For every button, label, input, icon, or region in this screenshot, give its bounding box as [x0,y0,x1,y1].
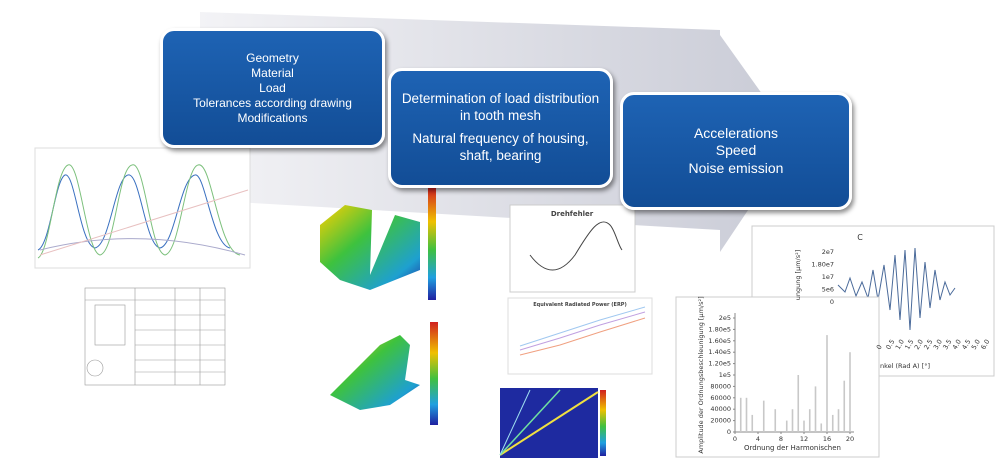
y-tick-label: 40000 [710,405,731,413]
process-box: Geometry Material Load Tolerances according… [160,28,385,148]
data-table-image [84,287,226,386]
bar [774,409,777,432]
bar [739,397,742,432]
box-text: Geometry [246,50,299,65]
bar [791,409,794,432]
box-text: Accelerations [693,124,779,141]
x-tick-label: 16 [823,435,831,443]
y-tick-label: 1e7 [822,273,834,281]
y-axis-label: ungung [µm/s²] [794,250,802,301]
x-axis-label: Ordnung der Harmonischen [744,444,841,452]
chart-title: Equivalent Radiated Power (ERP) [533,302,627,308]
bar [826,335,828,432]
y-tick-label: 1.20e5 [708,360,731,368]
bar [797,375,800,432]
bar [745,397,748,432]
box-text: Tolerances according drawing [193,95,352,110]
x-axis-label: nkel (Rad A) [°] [880,362,930,370]
box-text: Natural frequency of housing, shaft, bea… [412,131,589,163]
surface-plot-top [320,188,436,300]
y-tick-label: 80000 [710,382,731,390]
process-box: Determination of load distribution in to… [388,68,613,188]
x-tick-label: 0 [733,435,737,443]
y-tick-label: 2e7 [822,248,834,256]
box-text: Speed [715,142,757,159]
chart-title: C [857,233,863,242]
bar [751,414,754,432]
surface-plot-bottom [330,322,438,425]
y-tick-label: 2e5 [719,314,731,322]
y-axis-label: Amplitude der Ordnungsbeschleunigung [µm… [697,296,705,453]
chart-title: Drehfehler [551,210,594,218]
bar [803,420,805,432]
box-text: Noise emission [688,159,784,176]
bar [785,420,788,432]
y-tick-label: 5e6 [822,286,834,294]
bar [831,414,834,432]
gear-plot [34,147,251,269]
process-box: Accelerations Speed Noise emission [620,92,852,210]
erp-plot [507,297,653,375]
y-tick-label: 60000 [710,394,731,402]
order-plot-frame [675,296,880,458]
bar [849,352,851,432]
y-tick-label: 1e5 [719,371,731,379]
y-tick-label: 0 [830,298,834,306]
x-tick-label: 0 [875,343,884,351]
drehfehler-plot [509,204,636,293]
x-tick-label: 20 [846,435,854,443]
y-tick-label: 1.80e7 [811,261,834,269]
bar [814,386,817,432]
spectrogram [499,388,606,458]
bar [843,380,846,432]
y-tick-label: 1.40e5 [708,348,731,356]
box-text: Load [259,80,286,95]
box-text: Determination of load distribution in to… [401,91,600,124]
box-text: Material [251,65,294,80]
y-tick-label: 1.60e5 [708,337,731,345]
bar [820,423,823,432]
y-tick-label: 20000 [710,417,731,425]
x-tick-label: 12 [800,435,808,443]
y-tick-label: 1.80e5 [708,325,731,333]
x-tick-label: 8 [779,435,783,443]
box-text: Modifications [237,110,308,125]
x-tick-label: 4 [756,435,760,443]
bar [808,409,811,432]
bar [837,409,840,432]
bar [762,400,765,432]
y-tick-label: 0 [727,428,731,436]
